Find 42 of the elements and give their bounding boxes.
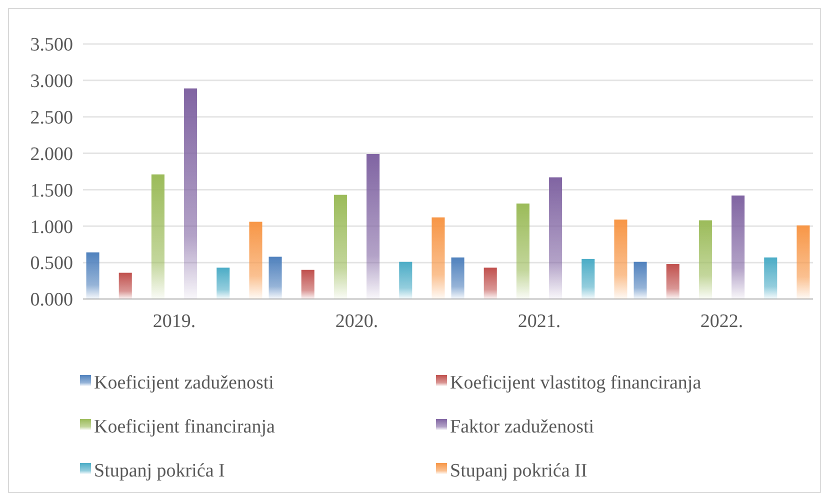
legend-label: Koeficijent vlastitog financiranja (450, 372, 702, 394)
y-tick-label: 1.500 (30, 180, 73, 202)
bar (582, 258, 595, 299)
bar (86, 252, 100, 299)
legend-label: Stupanj pokrića II (450, 460, 588, 482)
x-tick-label: 2022. (700, 311, 744, 332)
bar (432, 217, 445, 299)
bar (614, 220, 628, 299)
bar (301, 270, 314, 299)
x-tick-label: 2020. (335, 311, 378, 332)
bar (334, 194, 347, 299)
bar (399, 262, 412, 299)
y-tick-label: 2.500 (30, 108, 73, 129)
legend-label: Faktor zaduženosti (450, 416, 594, 438)
y-tick-label: 3.500 (30, 34, 73, 56)
bar (366, 154, 380, 299)
bar (249, 222, 262, 299)
bar (268, 256, 282, 299)
legend-label: Stupanj pokrića I (94, 460, 225, 482)
bar (516, 204, 530, 299)
bar (484, 268, 497, 299)
bar (634, 262, 647, 299)
legend-label: Koeficijent financiranja (94, 416, 276, 438)
y-tick-label: 0.500 (30, 253, 73, 274)
bar (118, 272, 132, 299)
bar (764, 257, 778, 299)
legend-label: Koeficijent zaduženosti (94, 372, 274, 394)
x-tick-label: 2019. (152, 311, 196, 332)
bar (451, 257, 464, 299)
bar (549, 177, 562, 299)
y-tick-label: 1.000 (30, 216, 73, 238)
bar (732, 196, 745, 299)
x-tick-label: 2021. (518, 311, 561, 332)
bar (151, 174, 164, 299)
y-tick-label: 2.000 (30, 144, 73, 165)
bar (698, 220, 712, 299)
bar (216, 268, 230, 299)
y-tick-label: 3.000 (30, 71, 73, 92)
bar (666, 264, 680, 299)
bar (796, 225, 810, 299)
bar (184, 88, 198, 299)
y-tick-label: 0.000 (30, 290, 73, 311)
